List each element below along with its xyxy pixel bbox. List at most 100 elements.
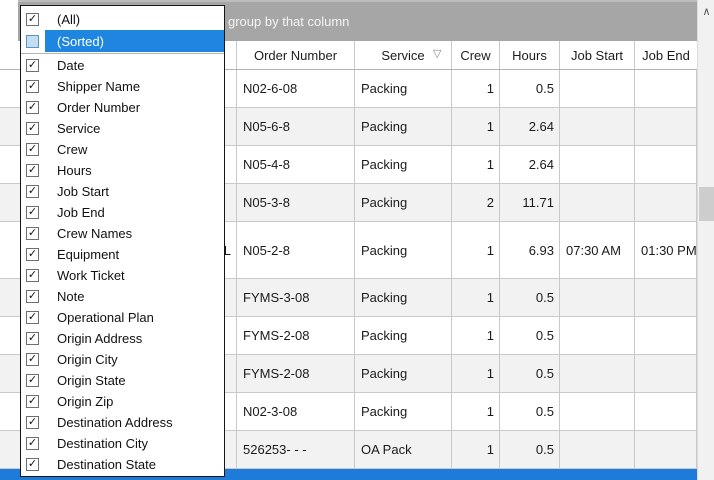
- hidden-columns-cell[interactable]: [0, 70, 237, 107]
- table-cell-service[interactable]: Packing: [355, 355, 452, 392]
- table-cell-hours[interactable]: 0.5: [500, 393, 560, 430]
- table-cell-service[interactable]: OA Pack: [355, 431, 452, 468]
- table-cell-order_number[interactable]: 526253- - -: [237, 431, 355, 468]
- hidden-columns-cell[interactable]: [0, 146, 237, 183]
- table-cell-crew[interactable]: 1: [452, 108, 500, 145]
- checkbox-checked-icon[interactable]: ✓: [26, 353, 39, 366]
- hidden-columns-cell[interactable]: [0, 184, 237, 221]
- chooser-item[interactable]: ✓ Crew Names: [21, 223, 224, 244]
- table-cell-job_end[interactable]: [635, 279, 697, 316]
- header-cell-hidden[interactable]: [0, 41, 237, 69]
- table-cell-order_number[interactable]: N05-3-8: [237, 184, 355, 221]
- checkbox-checked-icon[interactable]: ✓: [26, 248, 39, 261]
- table-cell-job_end[interactable]: [635, 317, 697, 354]
- table-cell-job_start[interactable]: [560, 70, 635, 107]
- table-cell-hours[interactable]: 11.71: [500, 184, 560, 221]
- table-cell-service[interactable]: Packing: [355, 279, 452, 316]
- table-cell-hours[interactable]: 0.5: [500, 70, 560, 107]
- header-cell-hours[interactable]: Hours: [500, 41, 560, 69]
- table-cell-job_start[interactable]: [560, 146, 635, 183]
- table-cell-job_start[interactable]: [560, 108, 635, 145]
- table-cell-hours[interactable]: 2.64: [500, 146, 560, 183]
- checkbox-checked-icon[interactable]: ✓: [26, 12, 39, 26]
- scrollbar-thumb[interactable]: [699, 187, 714, 221]
- checkbox-checked-icon[interactable]: ✓: [26, 206, 39, 219]
- table-cell-crew[interactable]: 1: [452, 431, 500, 468]
- hidden-columns-cell[interactable]: [0, 317, 237, 354]
- checkbox-checked-icon[interactable]: ✓: [26, 290, 39, 303]
- checkbox-checked-icon[interactable]: ✓: [26, 122, 39, 135]
- checkbox-checked-icon[interactable]: ✓: [26, 59, 39, 72]
- chooser-item[interactable]: ✓ Equipment: [21, 244, 224, 265]
- hidden-columns-cell[interactable]: [0, 279, 237, 316]
- chooser-item[interactable]: ✓ Hours: [21, 160, 224, 181]
- checkbox-checked-icon[interactable]: ✓: [26, 164, 39, 177]
- chooser-item[interactable]: ✓ Work Ticket: [21, 265, 224, 286]
- table-cell-job_start[interactable]: [560, 393, 635, 430]
- table-cell-job_end[interactable]: [635, 393, 697, 430]
- table-cell-crew[interactable]: 1: [452, 222, 500, 278]
- table-cell-job_start[interactable]: [560, 355, 635, 392]
- vertical-scrollbar[interactable]: ∧: [697, 0, 714, 480]
- table-cell-crew[interactable]: 1: [452, 70, 500, 107]
- chooser-item[interactable]: ✓ Order Number: [21, 97, 224, 118]
- chooser-item[interactable]: ✓ Origin State: [21, 370, 224, 391]
- checkbox-checked-icon[interactable]: ✓: [26, 458, 39, 471]
- hidden-columns-cell[interactable]: [0, 431, 237, 468]
- chooser-item[interactable]: ✓ Service: [21, 118, 224, 139]
- chooser-item[interactable]: ✓ Origin Zip: [21, 391, 224, 412]
- checkbox-checked-icon[interactable]: ✓: [26, 332, 39, 345]
- table-cell-hours[interactable]: 0.5: [500, 317, 560, 354]
- checkbox-checked-icon[interactable]: ✓: [26, 437, 39, 450]
- header-cell-job_start[interactable]: Job Start: [560, 41, 635, 69]
- table-cell-order_number[interactable]: N05-6-8: [237, 108, 355, 145]
- header-cell-crew[interactable]: Crew: [452, 41, 500, 69]
- checkbox-checked-icon[interactable]: ✓: [26, 374, 39, 387]
- checkbox-checked-icon[interactable]: ✓: [26, 395, 39, 408]
- header-cell-job_end[interactable]: Job End: [635, 41, 697, 69]
- header-cell-service[interactable]: Service ▽: [355, 41, 452, 69]
- table-cell-hours[interactable]: 2.64: [500, 108, 560, 145]
- table-cell-job_end[interactable]: 01:30 PM: [635, 222, 697, 278]
- chooser-item[interactable]: ✓ (All): [21, 8, 224, 30]
- table-cell-job_start[interactable]: [560, 184, 635, 221]
- table-cell-service[interactable]: Packing: [355, 184, 452, 221]
- header-cell-order_number[interactable]: Order Number: [237, 41, 355, 69]
- table-cell-service[interactable]: Packing: [355, 146, 452, 183]
- table-cell-job_start[interactable]: [560, 431, 635, 468]
- table-cell-job_end[interactable]: [635, 431, 697, 468]
- hidden-columns-cell[interactable]: [0, 393, 237, 430]
- table-cell-order_number[interactable]: FYMS-2-08: [237, 355, 355, 392]
- checkbox-checked-icon[interactable]: ✓: [26, 101, 39, 114]
- table-cell-job_end[interactable]: [635, 146, 697, 183]
- hidden-columns-cell[interactable]: [0, 108, 237, 145]
- table-cell-crew[interactable]: 1: [452, 393, 500, 430]
- checkbox-checked-icon[interactable]: ✓: [26, 80, 39, 93]
- table-cell-job_start[interactable]: 07:30 AM: [560, 222, 635, 278]
- filter-funnel-icon[interactable]: ▽: [433, 48, 442, 60]
- chooser-item[interactable]: ✓ Destination Address: [21, 412, 224, 433]
- hidden-columns-cell[interactable]: [0, 355, 237, 392]
- chooser-item[interactable]: ✓ Destination City: [21, 433, 224, 454]
- table-cell-crew[interactable]: 1: [452, 317, 500, 354]
- table-cell-order_number[interactable]: N05-2-8: [237, 222, 355, 278]
- table-cell-service[interactable]: Packing: [355, 108, 452, 145]
- chooser-item[interactable]: ✓ Operational Plan: [21, 307, 224, 328]
- checkbox-checked-icon[interactable]: ✓: [26, 185, 39, 198]
- table-cell-service[interactable]: Packing: [355, 317, 452, 354]
- chooser-item[interactable]: ✓ Origin Address: [21, 328, 224, 349]
- table-cell-job_end[interactable]: [635, 355, 697, 392]
- table-cell-hours[interactable]: 0.5: [500, 279, 560, 316]
- chooser-item[interactable]: (Sorted): [21, 30, 224, 52]
- checkbox-checked-icon[interactable]: ✓: [26, 227, 39, 240]
- hidden-columns-cell[interactable]: L: [0, 222, 237, 278]
- table-cell-order_number[interactable]: N05-4-8: [237, 146, 355, 183]
- chooser-item[interactable]: ✓ Shipper Name: [21, 76, 224, 97]
- table-cell-job_end[interactable]: [635, 108, 697, 145]
- table-cell-service[interactable]: Packing: [355, 393, 452, 430]
- chooser-item[interactable]: ✓ Crew: [21, 139, 224, 160]
- table-cell-job_start[interactable]: [560, 317, 635, 354]
- table-cell-crew[interactable]: 1: [452, 146, 500, 183]
- checkbox-checked-icon[interactable]: ✓: [26, 416, 39, 429]
- checkbox-checked-icon[interactable]: ✓: [26, 143, 39, 156]
